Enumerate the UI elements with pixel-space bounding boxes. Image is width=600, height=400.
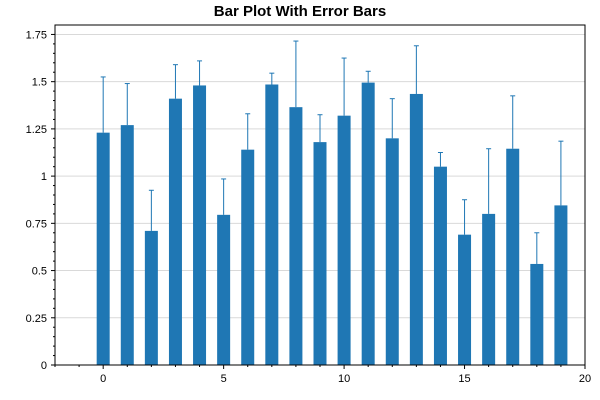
bar bbox=[144, 230, 158, 365]
x-tick-label: 20 bbox=[579, 373, 591, 385]
bar bbox=[458, 234, 472, 365]
axis-layer: 0 0.25 0.5 0.75 1 1.25 1.5 1.75 0 5 10 15 20 bbox=[26, 24, 591, 385]
y-tick-label: 0.75 bbox=[26, 218, 47, 230]
bar bbox=[241, 149, 255, 365]
bar bbox=[120, 125, 134, 365]
y-tick-label: 1.25 bbox=[26, 124, 47, 136]
y-tick-label: 1 bbox=[41, 171, 47, 183]
x-tick-label: 15 bbox=[458, 373, 470, 385]
bar bbox=[193, 85, 207, 365]
bars-layer bbox=[96, 82, 568, 366]
x-tick-label: 10 bbox=[338, 373, 350, 385]
error-bars-layer bbox=[100, 40, 564, 264]
y-tick-label: 1.75 bbox=[26, 29, 47, 41]
bar bbox=[530, 263, 544, 365]
bar bbox=[482, 213, 496, 365]
bar bbox=[313, 142, 327, 365]
bar bbox=[433, 166, 447, 365]
y-tick-label: 1.5 bbox=[32, 77, 47, 89]
bar bbox=[385, 138, 399, 365]
bar bbox=[168, 98, 182, 366]
bar bbox=[265, 84, 279, 365]
bar bbox=[289, 107, 303, 366]
bar bbox=[217, 214, 231, 365]
bar bbox=[337, 115, 351, 366]
x-tick-label: 5 bbox=[221, 373, 227, 385]
bar bbox=[361, 82, 375, 365]
bar bbox=[554, 205, 568, 365]
y-tick-label: 0 bbox=[41, 360, 47, 372]
x-tick-label: 0 bbox=[100, 373, 106, 385]
bar bbox=[409, 93, 423, 365]
y-tick-label: 0.5 bbox=[32, 266, 47, 278]
y-tick-label: 0.25 bbox=[26, 313, 47, 325]
chart-title: Bar Plot With Error Bars bbox=[213, 3, 387, 20]
bar bbox=[506, 148, 520, 365]
bar bbox=[96, 132, 110, 365]
